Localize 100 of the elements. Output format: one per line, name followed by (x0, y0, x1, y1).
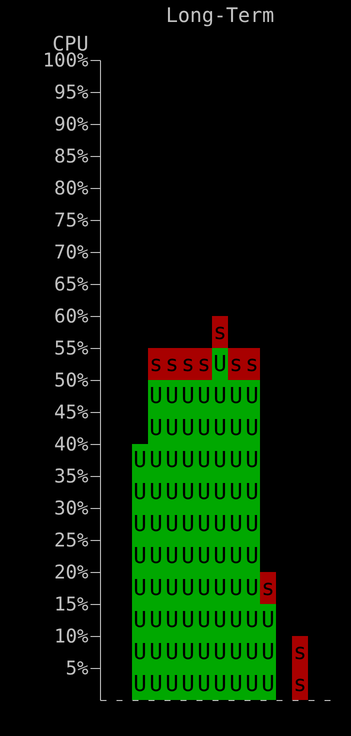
y-tick-label: 40% (54, 434, 90, 456)
text: U (165, 416, 179, 441)
text: s (261, 576, 275, 601)
y-tick-label: 25% (54, 530, 90, 552)
text: U (133, 512, 147, 537)
text: U (181, 640, 195, 665)
text: U (197, 512, 211, 537)
text: U (229, 576, 243, 601)
text: U (133, 576, 147, 601)
text: U (245, 512, 259, 537)
text: U (213, 480, 227, 505)
y-tick-label: 65% (54, 274, 90, 296)
text: U (133, 608, 147, 633)
text: U (245, 576, 259, 601)
text: U (149, 448, 163, 473)
text: U (245, 608, 259, 633)
text: U (181, 608, 195, 633)
text: U (149, 608, 163, 633)
y-tick-label: 90% (54, 114, 90, 136)
text: U (181, 480, 195, 505)
text: U (133, 448, 147, 473)
text: U (213, 608, 227, 633)
text: U (197, 608, 211, 633)
y-tick-label: 45% (54, 402, 90, 424)
y-tick-label: 30% (54, 498, 90, 520)
text: U (165, 608, 179, 633)
text: U (181, 672, 195, 697)
text: U (197, 480, 211, 505)
text: U (149, 544, 163, 569)
text: U (213, 384, 227, 409)
text: U (149, 512, 163, 537)
text: s (213, 320, 227, 345)
text: U (213, 448, 227, 473)
text: U (133, 480, 147, 505)
y-tick-label: 85% (54, 146, 90, 168)
text: s (293, 672, 307, 697)
text: U (149, 576, 163, 601)
text: U (149, 416, 163, 441)
text: U (229, 384, 243, 409)
y-tick-label: 35% (54, 466, 90, 488)
text: U (229, 544, 243, 569)
text: s (181, 352, 195, 377)
text: U (213, 352, 227, 377)
text: U (149, 640, 163, 665)
y-tick-label: 80% (54, 178, 90, 200)
text: U (149, 480, 163, 505)
text: U (165, 480, 179, 505)
text: U (213, 544, 227, 569)
text: U (261, 672, 275, 697)
text: U (229, 512, 243, 537)
text: U (245, 672, 259, 697)
y-tick-label: 15% (54, 594, 90, 616)
text: U (181, 416, 195, 441)
y-tick-label: 5% (66, 658, 90, 680)
y-tick-label: 70% (54, 242, 90, 264)
text: U (213, 416, 227, 441)
text: U (149, 672, 163, 697)
y-tick-label: 60% (54, 306, 90, 328)
text: U (165, 448, 179, 473)
text: U (229, 672, 243, 697)
text: U (181, 576, 195, 601)
text: U (165, 544, 179, 569)
text: U (165, 672, 179, 697)
y-tick-label: 95% (54, 82, 90, 104)
chart-title: Long-Term (166, 3, 274, 27)
text: s (197, 352, 211, 377)
series-label: U (133, 672, 147, 697)
text: U (213, 576, 227, 601)
text: U (245, 544, 259, 569)
text: U (213, 640, 227, 665)
text: s (293, 640, 307, 665)
text: U (197, 576, 211, 601)
y-tick-label: 55% (54, 338, 90, 360)
text: U (229, 480, 243, 505)
text: U (197, 384, 211, 409)
text: U (229, 416, 243, 441)
y-tick-label: 10% (54, 626, 90, 648)
text: s (245, 352, 259, 377)
text: U (245, 448, 259, 473)
text: U (229, 608, 243, 633)
text: U (165, 384, 179, 409)
text: U (181, 448, 195, 473)
text: U (213, 512, 227, 537)
text: U (197, 416, 211, 441)
text: U (165, 640, 179, 665)
text: U (181, 384, 195, 409)
text: U (197, 640, 211, 665)
text: U (149, 384, 163, 409)
text: U (181, 512, 195, 537)
text: s (229, 352, 243, 377)
text: U (261, 608, 275, 633)
text: U (165, 512, 179, 537)
text: U (197, 448, 211, 473)
text: U (133, 544, 147, 569)
text: U (181, 544, 195, 569)
text: U (245, 480, 259, 505)
y-tick-label: 50% (54, 370, 90, 392)
text: U (197, 544, 211, 569)
series-label: s (149, 352, 163, 377)
text: U (245, 384, 259, 409)
